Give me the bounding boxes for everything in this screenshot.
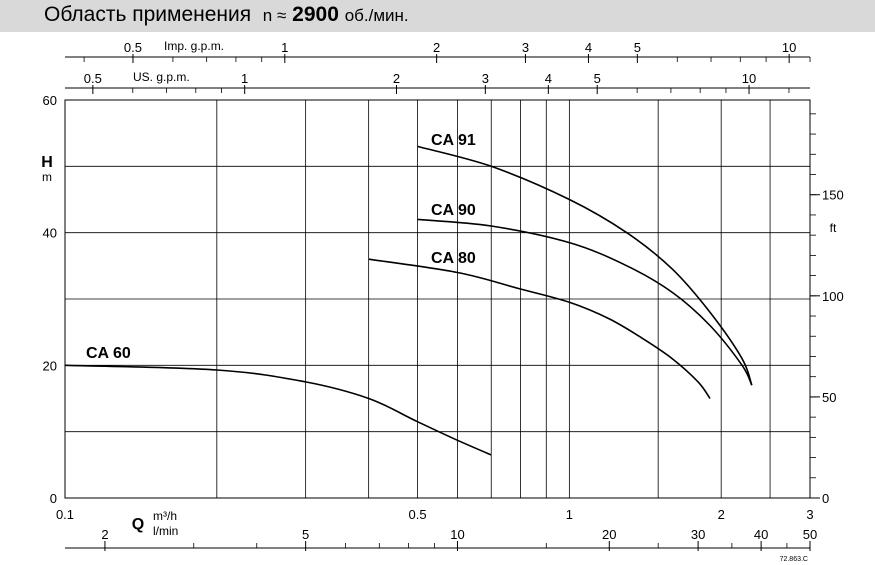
y-tick-label-2: 40 bbox=[43, 226, 57, 241]
lmin-tick-label-6: 50 bbox=[803, 527, 817, 542]
imp-gpm-tick-label-5: 5 bbox=[634, 40, 641, 55]
ft-tick-label-0: 0 bbox=[822, 491, 829, 506]
x-axis-unit-m3h: m³/h bbox=[153, 509, 177, 523]
us-gpm-tick-label-0: 0.5 bbox=[84, 71, 102, 86]
curve-ca-91 bbox=[417, 145, 753, 386]
x-tick-label-1: 0.5 bbox=[408, 507, 426, 522]
us-gpm-tick-label-5: 5 bbox=[594, 71, 601, 86]
lmin-tick-label-0: 2 bbox=[101, 527, 108, 542]
x-tick-label-4: 3 bbox=[806, 507, 813, 522]
lmin-tick-label-2: 10 bbox=[450, 527, 464, 542]
curve-label-ca-90: CA 90 bbox=[431, 202, 476, 219]
imp-gpm-label: Imp. g.p.m. bbox=[164, 39, 224, 53]
axes: 0 20 40 60 Hm 0 50 100 150 ft bbox=[41, 93, 843, 506]
x-axis-unit-lmin: l/min bbox=[153, 524, 178, 538]
bottom-scales: 0.1 0.5 1 2 3 Q m³/hl/min 2 5 10 20 30 40 50 72.863.C bbox=[56, 507, 817, 563]
us-gpm-tick-label-2: 2 bbox=[393, 71, 400, 86]
grid bbox=[65, 100, 810, 498]
ft-tick-label-2: 100 bbox=[822, 289, 844, 304]
speed-label: n ≈ bbox=[262, 6, 287, 25]
us-gpm-tick-label-6: 10 bbox=[742, 71, 756, 86]
x-tick-label-3: 2 bbox=[718, 507, 725, 522]
imp-gpm-tick-label-2: 2 bbox=[433, 40, 440, 55]
imp-gpm-tick-label-4: 4 bbox=[585, 40, 592, 55]
y-axis-unit: m bbox=[42, 170, 52, 184]
lmin-tick-label-1: 5 bbox=[302, 527, 309, 542]
us-gpm-tick-label-1: 1 bbox=[241, 71, 248, 86]
us-gpm-tick-label-3: 3 bbox=[482, 71, 489, 86]
ft-tick-label-3: 150 bbox=[822, 188, 844, 203]
curve-label-ca-60: CA 60 bbox=[86, 345, 131, 362]
chart-header-bar: Область применения n ≈ 2900 об./мин. bbox=[0, 0, 875, 32]
y-tick-label-3: 60 bbox=[43, 93, 57, 108]
us-gpm-tick-label-4: 4 bbox=[545, 71, 552, 86]
imp-gpm-tick-label-6: 10 bbox=[782, 40, 796, 55]
ft-tick-label-1: 50 bbox=[822, 390, 836, 405]
right-axis-unit: ft bbox=[830, 221, 837, 235]
speed-value: 2900 bbox=[292, 3, 339, 26]
curve-ca-80 bbox=[368, 258, 711, 399]
lmin-tick-label-4: 30 bbox=[691, 527, 705, 542]
us-gpm-label: US. g.p.m. bbox=[133, 70, 190, 84]
curve-label-ca-80: CA 80 bbox=[431, 250, 476, 267]
curve-ca-60 bbox=[64, 364, 492, 456]
x-tick-label-0: 0.1 bbox=[56, 507, 74, 522]
plot-frame bbox=[64, 99, 811, 499]
curves: CA 60 CA 80 CA 90 CA 91 bbox=[64, 132, 753, 456]
lmin-tick-label-3: 20 bbox=[602, 527, 616, 542]
imp-gpm-tick-label-1: 1 bbox=[281, 40, 288, 55]
x-axis-label: Q bbox=[132, 516, 144, 533]
y-tick-label-1: 20 bbox=[43, 358, 57, 373]
chart-title: Область применения n ≈ 2900 об./мин. bbox=[44, 3, 409, 27]
x-tick-label-2: 1 bbox=[566, 507, 573, 522]
curve-label-ca-91: CA 91 bbox=[431, 132, 476, 149]
lmin-tick-label-5: 40 bbox=[754, 527, 768, 542]
curve-ca-90 bbox=[417, 218, 753, 386]
imp-gpm-tick-label-3: 3 bbox=[522, 40, 529, 55]
imp-gpm-tick-label-0: 0.5 bbox=[124, 40, 142, 55]
title-text: Область применения bbox=[44, 3, 252, 26]
y-tick-label-0: 0 bbox=[50, 491, 57, 506]
y-axis-label: H bbox=[41, 154, 53, 171]
top-scales: 0.5 1 2 3 4 5 10 Imp. g.p.m. 0.5 1 2 3 4 5 10 US. g.p.m… bbox=[65, 39, 811, 94]
figure-code: 72.863.C bbox=[780, 556, 808, 563]
speed-unit: об./мин. bbox=[344, 6, 409, 25]
